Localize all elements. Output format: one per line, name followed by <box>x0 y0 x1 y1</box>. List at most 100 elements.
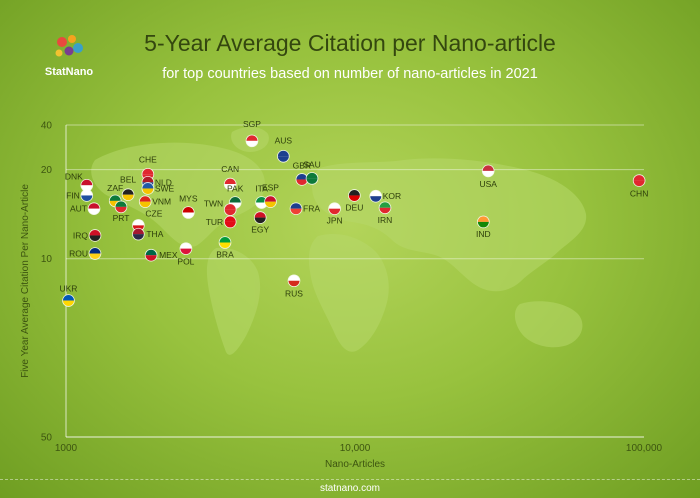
y-tick-label: 50 <box>41 433 53 444</box>
flag-icon-top <box>288 275 300 281</box>
data-point-bel[interactable]: BEL <box>120 175 136 202</box>
flag-icon-top <box>229 197 241 203</box>
flag-icon-bottom <box>182 212 194 218</box>
country-label: IND <box>476 229 491 239</box>
flag-icon-top <box>109 195 121 201</box>
data-point-jpn[interactable]: JPN <box>327 202 343 226</box>
chart-subtitle: for top countries based on number of nan… <box>162 66 538 82</box>
country-label: POL <box>177 257 194 267</box>
country-label: MEX <box>159 250 178 260</box>
country-label: NLD <box>155 177 172 187</box>
flag-icon-top <box>81 179 93 186</box>
data-point-fra[interactable]: FRA <box>289 202 321 215</box>
flag-icon-top <box>306 172 318 179</box>
data-point-irq[interactable]: IRQ <box>73 229 102 242</box>
data-point-esp[interactable]: ESP <box>262 183 279 209</box>
data-point-rus[interactable]: RUS <box>285 274 303 299</box>
data-point-dnk[interactable]: DNK <box>65 171 94 192</box>
flag-icon-top <box>290 203 302 209</box>
tick-labels: 1000 10,000 100,000 40 20 10 50 <box>41 121 663 455</box>
flag-icon-bottom <box>290 208 302 215</box>
data-point-kor[interactable]: KOR <box>369 189 401 203</box>
data-point-irn[interactable]: IRN <box>378 201 393 225</box>
flag-icon-bottom <box>139 201 151 208</box>
country-label: AUS <box>275 135 293 145</box>
flag-icon-top <box>142 168 154 175</box>
data-point-tur[interactable]: TUR <box>206 215 237 229</box>
data-point-gbr[interactable]: GBR <box>293 160 311 186</box>
data-point-rou[interactable]: ROU <box>69 247 102 260</box>
country-label: DNK <box>65 171 83 181</box>
flag-icon-top <box>329 203 341 209</box>
data-point-bra[interactable]: BRA <box>216 236 234 260</box>
country-label: JPN <box>327 216 343 226</box>
x-tick-label: 100,000 <box>626 443 663 454</box>
data-point-aut[interactable]: AUT <box>70 202 101 215</box>
flag-icon-bottom <box>246 140 258 147</box>
data-point-fin[interactable]: FIN <box>66 189 94 202</box>
flag-icon-top <box>142 182 154 189</box>
country-label: PRT <box>113 213 130 223</box>
flag-icon-top <box>246 135 258 141</box>
y-axis-title: Five Year Average Citation Per Nano-Arti… <box>20 184 31 378</box>
data-point-can[interactable]: CAN <box>221 164 239 191</box>
country-label: SGP <box>243 119 261 129</box>
flag-icon-top <box>132 219 144 226</box>
flag-icon-top <box>132 228 144 235</box>
flag-icon-bottom <box>306 178 318 184</box>
flag-icon-top <box>182 206 194 213</box>
country-label: CHN <box>630 189 648 199</box>
flag-icon-bottom <box>277 156 289 162</box>
data-point-mex[interactable]: MEX <box>144 248 178 262</box>
flag-icon-bottom <box>288 280 300 287</box>
country-label: PAK <box>227 184 244 194</box>
country-label: ESP <box>262 183 279 193</box>
data-point-usa[interactable]: USA <box>479 164 497 189</box>
x-tick-label: 1000 <box>55 443 78 454</box>
data-point-tha[interactable]: THA <box>132 227 164 241</box>
country-label: TWN <box>204 199 223 209</box>
flag-icon-top <box>122 189 134 195</box>
flag-icon-top <box>264 196 276 202</box>
flag-icon-top <box>224 204 236 210</box>
country-label: AUT <box>70 204 87 214</box>
country-label: UKR <box>60 284 78 294</box>
data-point-mys[interactable]: MYS <box>179 193 198 219</box>
country-label: VNM <box>152 197 171 207</box>
flag-icon-top <box>224 178 236 185</box>
country-label: KOR <box>383 191 401 201</box>
data-point-egy[interactable]: EGY <box>251 211 270 235</box>
flag-icon-bottom <box>132 234 144 240</box>
data-point-chn[interactable]: CHN <box>630 174 648 199</box>
country-label: SWE <box>155 183 175 193</box>
x-axis-title: Nano-Articles <box>325 459 385 470</box>
flag-icon-top <box>139 196 151 202</box>
data-point-pol[interactable]: POL <box>177 242 195 267</box>
flag-icon-bottom <box>264 201 276 208</box>
flag-icon-bottom <box>81 195 93 201</box>
data-point-vnm[interactable]: VNM <box>138 195 171 209</box>
flag-icon-bottom <box>256 202 268 209</box>
flag-icon-bottom <box>329 208 341 215</box>
data-point-ind[interactable]: IND <box>476 215 491 239</box>
flag-icon-bottom <box>379 207 391 214</box>
y-tick-label: 20 <box>41 165 53 176</box>
data-point-ukr[interactable]: UKR <box>60 284 78 307</box>
country-label: BRA <box>216 250 234 260</box>
flag-icon-bottom <box>296 179 308 185</box>
data-point-sau[interactable]: SAU <box>303 159 321 185</box>
flag-icon-top <box>379 202 391 208</box>
y-tick-label: 40 <box>41 121 53 132</box>
data-point-sgp[interactable]: SGP <box>243 119 261 148</box>
data-point-aus[interactable]: AUS <box>275 135 293 163</box>
data-point-deu[interactable]: DEU <box>345 189 363 212</box>
data-point-swe[interactable]: SWE <box>141 182 175 195</box>
country-label: TUR <box>206 217 223 227</box>
flag-icon-top <box>224 216 236 222</box>
data-point-prt[interactable]: PRT <box>113 200 130 223</box>
data-point-twn[interactable]: TWN <box>204 199 237 216</box>
flag-icon-top <box>145 249 157 256</box>
